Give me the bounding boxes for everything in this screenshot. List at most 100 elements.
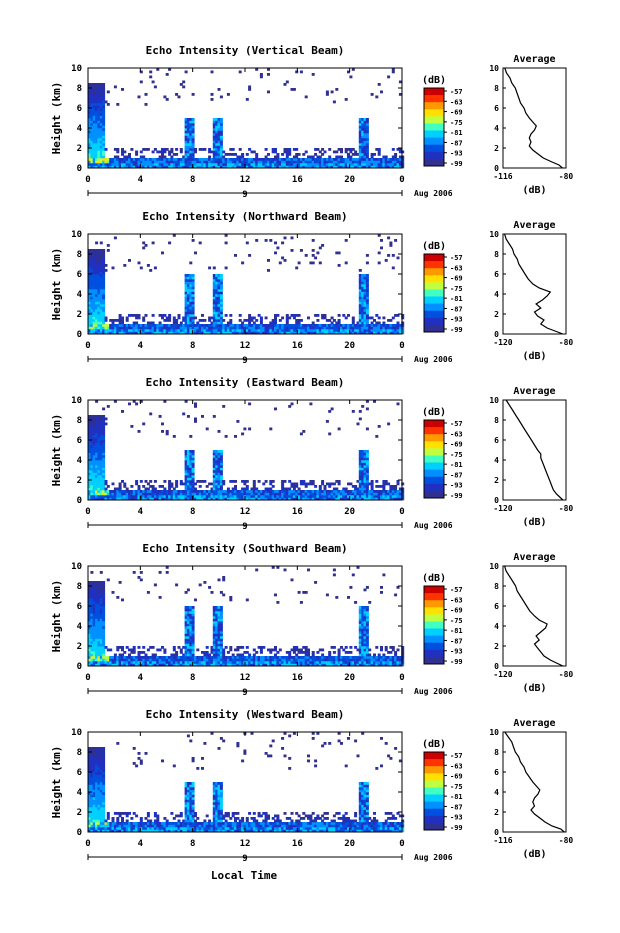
heatmap-title: Echo Intensity (Eastward Beam) xyxy=(146,376,345,389)
y-tick-label: 8 xyxy=(77,748,82,758)
y-axis-label: Height (km) xyxy=(50,248,63,321)
average-x-label: (dB) xyxy=(522,683,546,694)
colorbar-tick-label: -57 xyxy=(450,88,463,96)
y-tick-label: 4 xyxy=(77,124,83,134)
y-tick-label: 10 xyxy=(71,562,82,572)
heatmap-cells xyxy=(88,732,404,832)
colorbar-tick-label: -93 xyxy=(450,316,463,324)
heatmap-cells xyxy=(88,400,404,500)
average-y-tick-label: 8 xyxy=(494,84,499,93)
colorbar-swatch xyxy=(424,159,444,167)
colorbar-swatch xyxy=(424,124,444,132)
colorbar-swatch xyxy=(424,586,444,594)
y-tick-label: 6 xyxy=(77,436,82,446)
colorbar-tick-label: -99 xyxy=(450,824,463,832)
date-label: Aug 2006 xyxy=(414,355,453,364)
average-title: Average xyxy=(513,54,555,65)
x-tick-label: 8 xyxy=(190,839,195,849)
average-y-tick-label: 6 xyxy=(494,602,499,611)
x-tick-label: 16 xyxy=(292,507,303,517)
colorbar-swatch xyxy=(424,95,444,103)
x-tick-label: 8 xyxy=(190,673,195,683)
day-label: 9 xyxy=(242,522,247,532)
average-x-label: (dB) xyxy=(522,517,546,528)
y-tick-label: 4 xyxy=(77,622,83,632)
average-x-tick-label: -80 xyxy=(559,504,574,513)
colorbar-tick-label: -81 xyxy=(450,295,463,303)
colorbar-swatch xyxy=(424,282,444,290)
x-tick-label: 8 xyxy=(190,507,195,517)
average-x-label: (dB) xyxy=(522,185,546,196)
average-x-tick-label: -80 xyxy=(559,836,574,845)
x-tick-label: 16 xyxy=(292,839,303,849)
colorbar-swatch xyxy=(424,477,444,485)
day-label: 9 xyxy=(242,854,247,864)
colorbar-tick-label: -93 xyxy=(450,648,463,656)
colorbar-tick-label: -69 xyxy=(450,773,463,781)
colorbar-tick-label: -99 xyxy=(450,326,463,334)
heatmap-title: Echo Intensity (Northward Beam) xyxy=(142,210,347,223)
x-tick-label: 0 xyxy=(85,507,90,517)
colorbar-swatch xyxy=(424,657,444,665)
average-frame xyxy=(503,400,566,500)
colorbar-swatch xyxy=(424,311,444,319)
average-x-tick-label: -116 xyxy=(493,172,512,181)
colorbar-swatch xyxy=(424,297,444,305)
average-y-tick-label: 2 xyxy=(494,642,499,651)
heatmap-title: Echo Intensity (Southward Beam) xyxy=(142,542,347,555)
average-frame xyxy=(503,732,566,832)
average-x-tick-label: -116 xyxy=(493,836,512,845)
average-y-tick-label: 8 xyxy=(494,416,499,425)
y-tick-label: 6 xyxy=(77,270,82,280)
y-tick-label: 4 xyxy=(77,290,83,300)
colorbar-tick-label: -87 xyxy=(450,305,463,313)
average-profile-line xyxy=(505,234,563,334)
x-tick-label: 8 xyxy=(190,341,195,351)
y-tick-label: 6 xyxy=(77,104,82,114)
colorbar-tick-label: -87 xyxy=(450,471,463,479)
colorbar-swatch xyxy=(424,448,444,456)
x-tick-label: 20 xyxy=(344,507,355,517)
colorbar-title: (dB) xyxy=(422,739,446,750)
colorbar-swatch xyxy=(424,152,444,160)
y-tick-label: 0 xyxy=(77,828,82,838)
date-label: Aug 2006 xyxy=(414,189,453,198)
colorbar-tick-label: -57 xyxy=(450,420,463,428)
colorbar-title: (dB) xyxy=(422,241,446,252)
colorbar-swatch xyxy=(424,275,444,283)
x-tick-label: 12 xyxy=(240,839,251,849)
colorbar-tick-label: -63 xyxy=(450,430,463,438)
average-y-tick-label: 8 xyxy=(494,250,499,259)
colorbar-swatch xyxy=(424,441,444,449)
y-tick-label: 10 xyxy=(71,230,82,240)
colorbar-title: (dB) xyxy=(422,407,446,418)
colorbar-swatch xyxy=(424,759,444,767)
colorbar-swatch xyxy=(424,629,444,637)
y-tick-label: 8 xyxy=(77,250,82,260)
colorbar-swatch xyxy=(424,650,444,658)
average-y-tick-label: 4 xyxy=(494,124,499,133)
y-tick-label: 8 xyxy=(77,582,82,592)
y-tick-label: 6 xyxy=(77,768,82,778)
colorbar-tick-label: -81 xyxy=(450,129,463,137)
colorbar-tick-label: -57 xyxy=(450,752,463,760)
colorbar-swatch xyxy=(424,420,444,428)
colorbar-tick-label: -75 xyxy=(450,617,463,625)
x-tick-label: 0 xyxy=(85,673,90,683)
colorbar-swatch xyxy=(424,607,444,615)
average-title: Average xyxy=(513,552,555,563)
day-label: 9 xyxy=(242,688,247,698)
average-y-tick-label: 4 xyxy=(494,456,499,465)
colorbar-swatch xyxy=(424,138,444,146)
colorbar-swatch xyxy=(424,131,444,139)
colorbar-tick-label: -69 xyxy=(450,109,463,117)
colorbar-swatch xyxy=(424,636,444,644)
x-tick-label: 4 xyxy=(138,839,144,849)
colorbar-swatch xyxy=(424,456,444,464)
x-tick-label: 16 xyxy=(292,175,303,185)
average-profile-line xyxy=(506,400,563,500)
